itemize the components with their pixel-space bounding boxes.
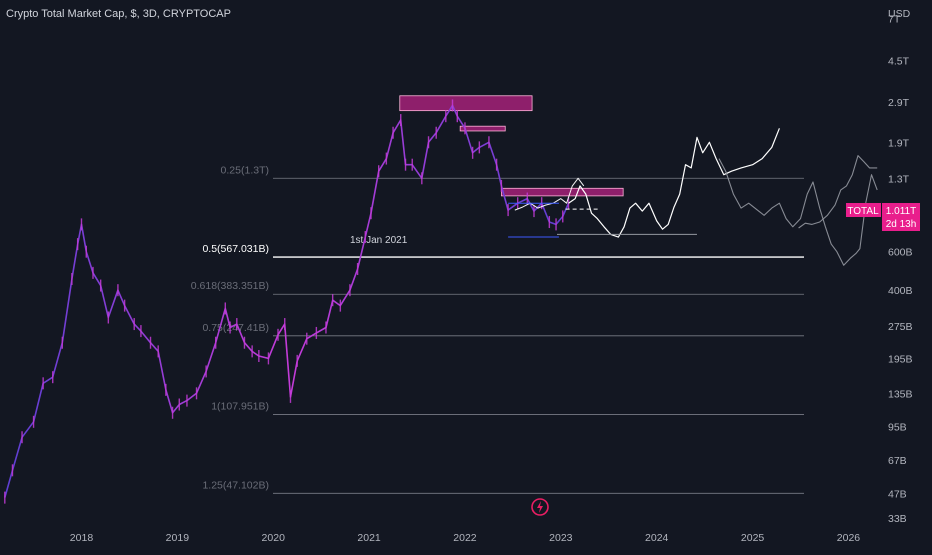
x-tick-label: 2022: [453, 532, 477, 544]
y-tick-label: 2.9T: [888, 97, 910, 109]
y-tick-label: 1.3T: [888, 173, 910, 185]
y-tick-label: 275B: [888, 321, 913, 333]
fib-label: 0.25(1.3T): [221, 164, 269, 176]
y-tick-label: 135B: [888, 388, 913, 400]
badge-countdown: 2d 13h: [886, 219, 917, 230]
date-annotation: 1st Jan 2021: [350, 235, 408, 246]
x-tick-label: 2023: [549, 532, 573, 544]
supply-zone: [459, 125, 506, 132]
fib-label: 0.618(383.351B): [191, 280, 269, 292]
series-1-line: [568, 128, 780, 238]
x-tick-label: 2020: [262, 532, 286, 544]
x-axis: 2018 2019 2020 2021 2022 2023 2024 2025 2026: [70, 532, 860, 544]
fib-label: 1.25(47.102B): [202, 479, 269, 491]
chart-title: Crypto Total Market Cap, $, 3D, CRYPTOCA…: [6, 8, 231, 20]
y-tick-label: 95B: [888, 422, 907, 434]
fib-label: 0.75(247.41B): [202, 322, 269, 334]
x-tick-label: 2019: [166, 532, 190, 544]
y-tick-label: 400B: [888, 285, 913, 297]
supply-zone: [500, 187, 624, 197]
series-4-line: [798, 155, 878, 229]
badge-value-bg: [882, 203, 920, 231]
fib-label: 1(107.951B): [211, 401, 269, 413]
y-tick-label: 67B: [888, 455, 907, 467]
fib-label: 0.5(567.031B): [202, 243, 269, 255]
supply-zone: [399, 95, 533, 112]
badge-value: 1.011T: [886, 206, 916, 217]
badge-ticker-bg: [846, 203, 881, 217]
price-badge[interactable]: TOTAL 1.011T 2d 13h: [846, 203, 920, 231]
x-tick-label: 2018: [70, 532, 94, 544]
x-tick-label: 2024: [645, 532, 669, 544]
y-tick-label: 1.9T: [888, 137, 910, 149]
y-tick-label: 195B: [888, 353, 913, 365]
range-lines-layer: [508, 202, 697, 238]
y-tick-label: 7T: [888, 13, 901, 25]
x-tick-label: 2026: [837, 532, 861, 544]
y-unit-label: USD: [888, 8, 911, 20]
y-tick-label: 33B: [888, 513, 907, 525]
y-tick-label: 4.5T: [888, 55, 910, 67]
y-tick-label: 600B: [888, 247, 913, 259]
series-2-line: [718, 158, 878, 266]
y-tick-label: 47B: [888, 489, 907, 501]
x-tick-label: 2021: [357, 532, 381, 544]
supply-zones-layer: [399, 95, 624, 197]
series-layer: [4, 99, 878, 504]
tradingview-logo-icon[interactable]: [530, 497, 550, 517]
x-tick-label: 2025: [741, 532, 765, 544]
badge-ticker: TOTAL: [847, 206, 879, 217]
series-0-line: [4, 104, 570, 498]
